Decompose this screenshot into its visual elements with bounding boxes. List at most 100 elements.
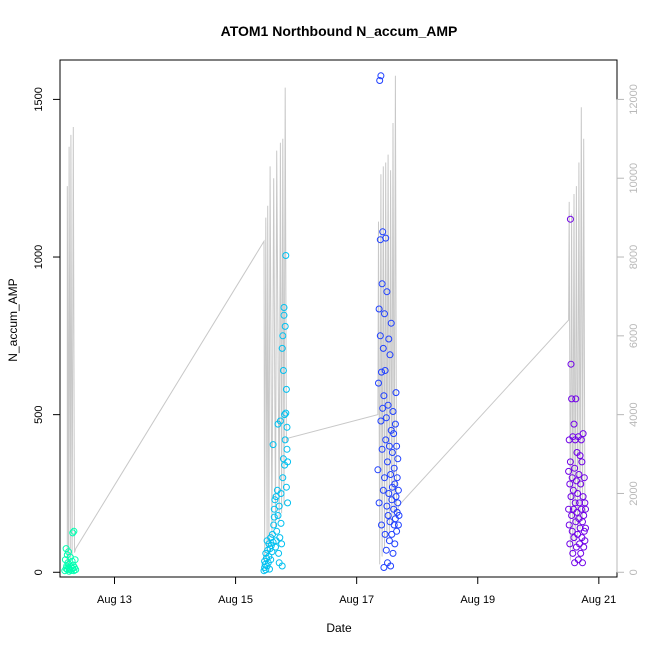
data-point	[280, 311, 288, 319]
series-0	[61, 527, 80, 575]
data-point	[391, 420, 399, 428]
data-point	[276, 417, 284, 425]
data-point	[565, 521, 573, 529]
data-point	[379, 228, 387, 236]
data-point	[572, 395, 580, 403]
data-point	[271, 496, 279, 504]
data-point	[579, 518, 586, 526]
data-point	[580, 527, 588, 535]
data-point	[381, 310, 388, 318]
data-point	[386, 351, 394, 359]
data-point	[389, 408, 397, 415]
y-tick-label-right: 8000	[628, 245, 640, 269]
data-point	[283, 445, 291, 453]
data-point	[278, 344, 286, 352]
data-point	[566, 480, 574, 488]
data-point	[578, 458, 586, 466]
data-point	[375, 379, 382, 387]
data-point	[577, 436, 585, 444]
data-point	[391, 480, 399, 488]
data-point	[579, 559, 586, 567]
data-point	[262, 566, 270, 574]
plot-frame	[59, 59, 618, 578]
data-point	[393, 442, 401, 450]
data-point	[385, 335, 393, 343]
data-point	[281, 436, 289, 444]
data-point	[576, 452, 584, 460]
data-point	[385, 442, 393, 450]
data-point	[385, 537, 393, 545]
data-point	[572, 477, 580, 485]
data-point	[275, 502, 283, 510]
data-point	[580, 474, 588, 482]
data-point	[579, 430, 587, 438]
y-tick-label-right: 6000	[628, 324, 640, 348]
data-point	[282, 483, 290, 491]
data-point	[378, 368, 385, 376]
data-point	[267, 556, 275, 564]
data-point	[569, 549, 577, 557]
data-point	[382, 414, 390, 422]
data-point	[381, 367, 389, 374]
data-point	[571, 499, 579, 507]
data-point	[72, 566, 80, 574]
y-tick-label-right: 4000	[628, 402, 640, 426]
scatter-points-layer	[61, 72, 589, 575]
data-point	[383, 502, 391, 510]
data-point	[392, 389, 400, 397]
data-point	[381, 530, 389, 538]
data-point	[576, 499, 583, 507]
data-point	[391, 515, 399, 523]
data-point	[283, 423, 291, 431]
data-point	[277, 490, 285, 497]
data-point	[570, 420, 578, 428]
data-point	[577, 480, 585, 488]
data-point	[582, 524, 589, 532]
data-point	[268, 548, 276, 556]
data-point	[277, 519, 285, 527]
data-point	[390, 464, 398, 472]
data-point	[374, 466, 382, 474]
data-point	[395, 512, 403, 519]
data-point	[279, 474, 287, 482]
x-axis-label: Date	[326, 621, 352, 635]
data-point	[570, 534, 578, 542]
data-point	[380, 392, 388, 400]
data-point	[579, 493, 587, 501]
data-point	[382, 436, 390, 444]
data-point	[568, 527, 576, 535]
data-point	[571, 464, 579, 472]
data-point	[580, 543, 588, 551]
data-point	[375, 499, 383, 507]
data-point	[70, 527, 78, 535]
x-tick-label: Aug 17	[339, 594, 374, 606]
data-point	[565, 467, 573, 475]
data-point	[394, 521, 402, 529]
data-point	[575, 471, 583, 478]
data-point	[381, 474, 388, 482]
cumulative-line	[66, 75, 586, 573]
data-point	[390, 430, 398, 438]
data-point	[281, 322, 289, 330]
data-point	[379, 486, 387, 494]
data-point	[282, 409, 290, 417]
data-point	[565, 505, 573, 513]
data-point	[387, 562, 395, 570]
data-point	[278, 540, 286, 548]
data-point	[284, 458, 292, 466]
chart-title: ATOM1 Northbound N_accum_AMP	[221, 23, 458, 39]
data-point	[376, 77, 384, 84]
data-point	[577, 549, 585, 557]
x-tick-label: Aug 21	[581, 594, 616, 606]
data-point	[378, 445, 386, 453]
series-1	[260, 252, 292, 575]
data-point	[280, 304, 288, 311]
data-point	[577, 505, 585, 513]
data-point	[566, 458, 574, 466]
data-point	[279, 367, 287, 374]
data-point	[379, 404, 387, 412]
series-2	[374, 72, 403, 571]
data-point	[384, 458, 391, 466]
data-point	[393, 474, 401, 482]
